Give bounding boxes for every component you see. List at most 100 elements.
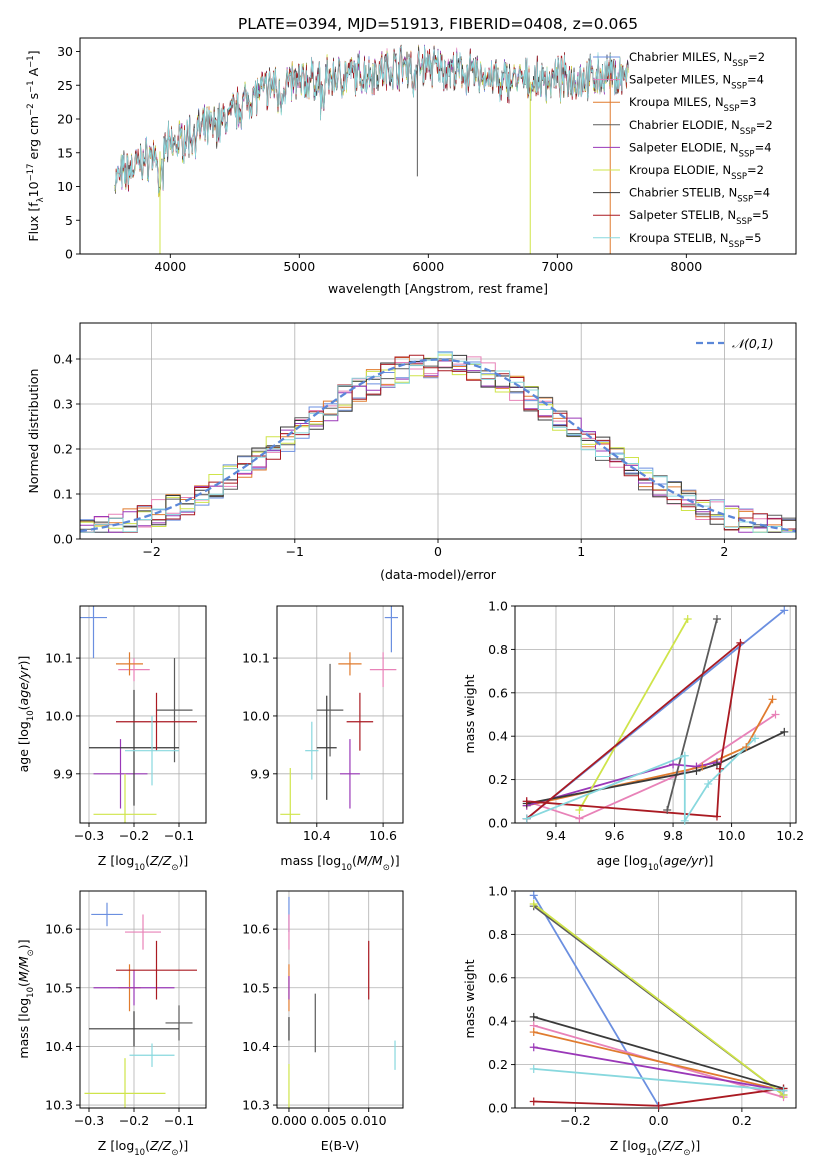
y-axis-label: mass weight [462, 674, 477, 753]
label-part: −2 [26, 103, 36, 116]
x-tick-label: 0 [434, 544, 442, 559]
x-axis-label: (data-model)/error [380, 567, 497, 582]
spectrum-series [114, 45, 629, 194]
gaussian-reference [80, 358, 796, 533]
label-part: erg cm [26, 116, 41, 164]
spectrum-series [114, 45, 629, 198]
weight-marker [529, 1028, 538, 1037]
x-axis-label: Z [log10(Z/Z⊙)] [98, 853, 188, 873]
label-part: 10 [134, 1148, 145, 1158]
spectrum-series [114, 46, 629, 197]
label-part: −17 [26, 163, 36, 181]
x-tick-label: 9.4 [546, 828, 566, 843]
label-part: ( [145, 853, 150, 868]
y-axis-label: Flux [fλ10−17 erg cm−2 s−1 A−1] [26, 50, 46, 241]
weight-marker [680, 751, 689, 760]
weight-marker [771, 710, 780, 719]
y-tick-label: 10.5 [242, 980, 270, 995]
label-part: Z/Z [661, 1138, 684, 1153]
y-axis-label: age [log10(age/yr)] [16, 656, 36, 773]
label-part: SSP [739, 149, 755, 159]
label-part: Chabrier ELODIE, N [629, 118, 740, 132]
x-tick-label: −0.2 [119, 1113, 149, 1128]
label-part: 10 [26, 710, 36, 721]
age-vs-z-axes: −0.3 −0.2 −0.19.910.010.1Z [log10(Z/Z⊙)]ag… [16, 605, 207, 873]
weight-marker [529, 1064, 538, 1073]
x-tick-label: 0.010 [351, 1113, 387, 1128]
label-part: ⊙ [171, 1148, 178, 1158]
weight-marker [522, 814, 531, 823]
y-tick-label: 10.0 [242, 708, 270, 723]
legend-entry: Kroupa ELODIE, NSSP=2 [629, 163, 764, 182]
y-tick-label: 0.2 [488, 772, 508, 787]
y-tick-label: 0.4 [488, 1014, 508, 1029]
mw-vs-z-axes: −0.2 0.0 0.2 0.0 0.2 0.4 0.6 0.8 1.0 Z [log10(Z/Z… [462, 884, 797, 1158]
residuals-axes: −2 −1 0 1 2 0.0 0.1 0.2 0.3 0.4 𝒩(0,1) (data-model)… [26, 322, 797, 582]
weight-marker [780, 727, 789, 736]
figure-title: PLATE=0394, MJD=51913, FIBERID=0408, z=0… [238, 15, 638, 33]
plot-area [526, 609, 785, 823]
y-axis-label: Normed distribution [26, 369, 41, 494]
label-part: Chabrier STELIB, N [629, 186, 737, 200]
label-part: ⊙ [683, 1148, 690, 1158]
weight-marker [751, 734, 760, 743]
y-tick-label: 1.0 [488, 884, 508, 899]
y-tick-label: 0.8 [488, 927, 508, 942]
weight-marker [529, 1012, 538, 1021]
label-part: )] [690, 1138, 700, 1153]
weight-marker [680, 816, 689, 825]
label-part: ( [145, 1138, 150, 1153]
weight-marker [669, 760, 678, 769]
y-tick-label: 0.3 [53, 397, 73, 412]
label-part: =4 [747, 73, 764, 87]
weight-marker [712, 812, 721, 821]
x-tick-label: 0.0 [649, 1113, 669, 1128]
x-axis-label: E(B-V) [321, 1138, 360, 1153]
axes-frame [514, 605, 797, 824]
legend-entry: Salpeter ELODIE, NSSP=4 [629, 140, 772, 159]
y-tick-label: 10.6 [242, 922, 270, 937]
x-tick-label: 10.2 [776, 828, 804, 843]
weight-series-line [666, 618, 718, 811]
label-part: mass [log [16, 998, 31, 1059]
weight-marker [575, 805, 584, 814]
y-tick-label: 0.8 [488, 642, 508, 657]
spectrum-series [114, 44, 629, 195]
label-part: Flux [f [26, 202, 41, 242]
label-part: Kroupa STELIB, N [629, 231, 729, 245]
axes-frame [276, 605, 404, 824]
axes-frame [514, 890, 797, 1109]
y-axis-label: mass [log10(M/M⊙)] [16, 939, 36, 1058]
weight-marker [692, 766, 701, 775]
label-part: SSP [731, 82, 747, 92]
weight-series-line [533, 1046, 784, 1092]
weight-marker [742, 743, 751, 752]
label-part: age [log [597, 853, 648, 868]
weight-marker [663, 805, 672, 814]
x-tick-label: 8000 [670, 259, 702, 274]
spectrum-series [114, 45, 629, 193]
label-part: 10 [341, 863, 352, 873]
label-part: )] [178, 1138, 188, 1153]
label-part: SSP [737, 195, 753, 205]
x-axis-label: mass [log10(M/M⊙)] [280, 853, 399, 873]
weight-marker [768, 695, 777, 704]
weight-series-line [578, 618, 689, 811]
y-tick-label: 0.6 [488, 685, 508, 700]
x-axis-label: Z [log10(Z/Z⊙)] [98, 1138, 188, 1158]
label-part: M/M [16, 956, 31, 982]
plot-area [84, 902, 197, 1108]
label-part: −1 [26, 55, 36, 68]
plot-area [80, 351, 796, 533]
label-part: =2 [747, 163, 764, 177]
label-part: ( [16, 705, 31, 710]
y-tick-label: 9.9 [53, 766, 73, 781]
legend-entry: Chabrier MILES, NSSP=2 [629, 50, 765, 69]
x-tick-label: 0.000 [271, 1113, 307, 1128]
y-tick-label: 0.0 [488, 1101, 508, 1116]
weight-series-line [526, 731, 785, 805]
label-part: ( [16, 982, 31, 987]
legend-entry: Kroupa STELIB, NSSP=5 [629, 231, 761, 250]
y-tick-label: 10.3 [242, 1098, 270, 1113]
histogram-series [80, 352, 796, 533]
